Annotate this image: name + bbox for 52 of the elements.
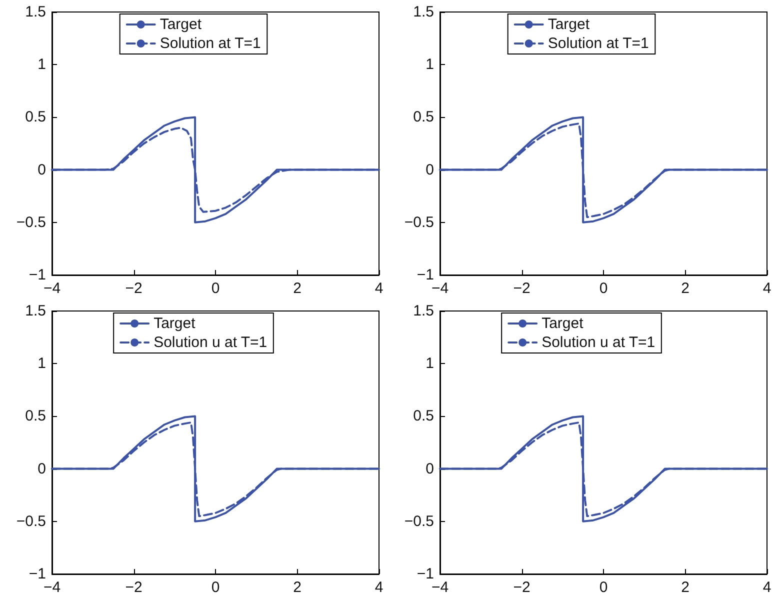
x-tick-label: −2 xyxy=(513,280,530,297)
x-tick-label: 0 xyxy=(211,579,220,596)
y-tick-label: −0.5 xyxy=(16,512,46,530)
x-tick-label: −4 xyxy=(43,280,61,297)
x-tick-label: −4 xyxy=(43,579,61,596)
y-tick-label: 0.5 xyxy=(25,408,46,425)
y-tick-label: 1.5 xyxy=(25,302,46,320)
y-tick-label: −1 xyxy=(416,266,434,284)
y-tick-label: −1 xyxy=(416,566,434,582)
y-tick-label: 1 xyxy=(38,56,46,74)
y-tick-label: 1 xyxy=(426,355,434,372)
y-tick-label: 1 xyxy=(426,56,434,74)
legend-label: Solution at T=1 xyxy=(160,35,261,52)
x-tick-label: 0 xyxy=(211,280,220,297)
y-tick-label: 1.5 xyxy=(25,4,46,20)
x-tick-label: 4 xyxy=(374,579,384,596)
legend-label: Solution at T=1 xyxy=(548,35,649,52)
x-tick-label: 4 xyxy=(762,579,772,596)
x-tick-label: −4 xyxy=(431,579,449,596)
x-tick-label: 2 xyxy=(681,579,690,596)
y-tick-label: −1 xyxy=(28,566,46,582)
y-tick-label: 0.5 xyxy=(413,108,434,126)
x-tick-label: −2 xyxy=(125,579,142,596)
y-tick-label: −0.5 xyxy=(16,214,46,231)
legend-label: Solution u at T=1 xyxy=(154,334,268,351)
y-tick-label: 1.5 xyxy=(413,4,434,20)
y-tick-label: −0.5 xyxy=(404,214,434,231)
x-tick-label: −2 xyxy=(513,579,530,596)
y-tick-label: 0.5 xyxy=(25,108,46,126)
y-tick-label: 0 xyxy=(38,460,46,478)
y-tick-label: 1.5 xyxy=(413,302,434,320)
x-tick-label: 4 xyxy=(762,280,772,297)
y-tick-label: −0.5 xyxy=(404,512,434,530)
x-tick-label: 4 xyxy=(374,280,384,297)
legend-label: Target xyxy=(154,315,196,332)
x-tick-label: 2 xyxy=(681,280,690,297)
legend-label: Solution u at T=1 xyxy=(542,334,656,351)
x-tick-label: −4 xyxy=(431,280,449,297)
y-tick-label: −1 xyxy=(28,266,46,284)
legend-label: Target xyxy=(542,315,584,332)
y-tick-label: 0.5 xyxy=(413,408,434,425)
y-tick-label: 0 xyxy=(38,161,46,178)
x-tick-label: −2 xyxy=(125,280,142,297)
y-tick-label: 0 xyxy=(426,460,434,478)
y-tick-label: 1 xyxy=(38,355,46,372)
y-tick-label: 0 xyxy=(426,161,434,178)
x-tick-label: 0 xyxy=(599,280,608,297)
x-tick-label: 0 xyxy=(599,579,608,596)
x-tick-label: 2 xyxy=(293,280,302,297)
legend-label: Target xyxy=(548,16,590,33)
x-tick-label: 2 xyxy=(293,579,302,596)
legend-label: Target xyxy=(160,16,202,33)
